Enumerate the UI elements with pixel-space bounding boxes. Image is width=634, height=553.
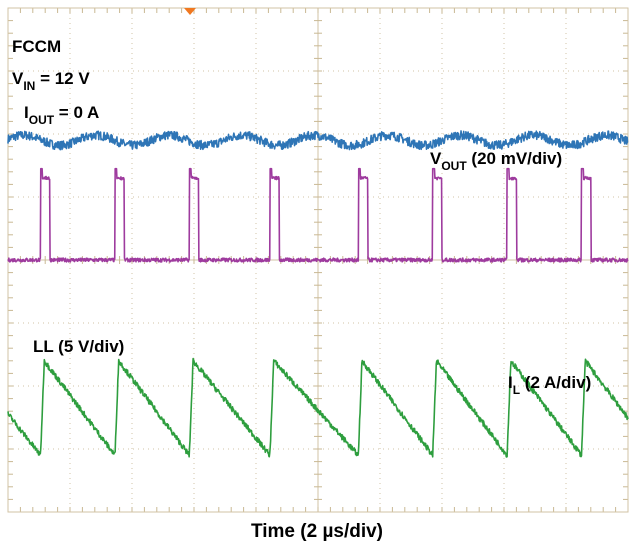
vin-label: VIN = 12 V	[12, 69, 90, 93]
x-axis-label: Time (2 µs/div)	[250, 521, 384, 542]
traces	[7, 130, 629, 458]
series-v-out-trace	[7, 130, 629, 151]
vout-series-label: VOUT (20 mV/div)	[430, 149, 562, 173]
iout-label: IOUT = 0 A	[24, 103, 99, 127]
il-series-label: IL (2 A/div)	[508, 373, 591, 397]
series-i-l-trace	[7, 357, 629, 458]
mode-label: FCCM	[12, 37, 61, 56]
oscilloscope-screen: FCCM VIN = 12 V IOUT = 0 A VOUT (20 mV/d…	[7, 7, 629, 513]
trigger-marker	[184, 8, 196, 15]
series-ll-trace	[7, 167, 629, 263]
ll-series-label: LL (5 V/div)	[33, 337, 124, 356]
